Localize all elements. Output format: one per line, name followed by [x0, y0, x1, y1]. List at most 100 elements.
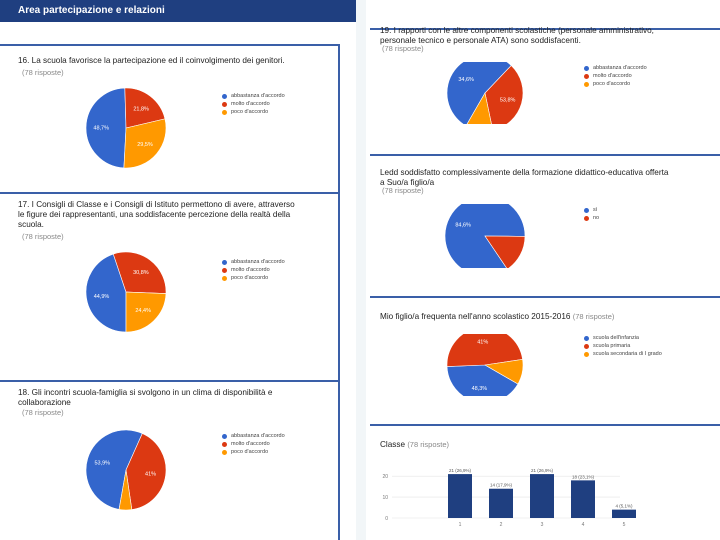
- x-tick-label: 5: [623, 522, 626, 528]
- left-panel: [0, 0, 356, 540]
- legend-item: poco d'accordo: [222, 274, 285, 282]
- pie-slice: [85, 88, 127, 168]
- pie-slice-label: 41%: [477, 340, 488, 346]
- pie-slice: [446, 364, 519, 396]
- bar-data-label: 18 (23,1%): [572, 474, 595, 479]
- divider-line: [370, 296, 720, 298]
- divider-line: [0, 192, 340, 194]
- pie-slice: [124, 88, 166, 129]
- x-tick-label: 1: [459, 522, 462, 528]
- x-tick-label: 4: [582, 522, 585, 528]
- question-title: Classe (78 risposte): [380, 440, 449, 449]
- legend: abbastanza d'accordo molto d'accordo poc…: [222, 432, 285, 456]
- divider-line: [338, 192, 340, 382]
- response-count: (78 risposte): [22, 232, 64, 241]
- pie-slice: [125, 291, 167, 332]
- legend: sì no: [584, 206, 599, 222]
- section-header: Area partecipazione e relazioni: [0, 0, 356, 22]
- pie-slice-label: 29,5%: [137, 142, 153, 148]
- legend-item: abbastanza d'accordo: [222, 92, 285, 100]
- pie-slice: [484, 65, 524, 124]
- divider-line: [0, 380, 340, 382]
- y-tick-label: 10: [382, 495, 388, 501]
- pie-slice: [484, 235, 526, 268]
- divider-line: [370, 154, 720, 156]
- divider-line: [338, 44, 340, 194]
- pie-slice-label: 21,8%: [133, 106, 149, 112]
- pie-slice-label: 24,4%: [135, 308, 151, 314]
- y-tick-label: 20: [382, 474, 388, 480]
- legend: scuola dell'infanzia scuola primaria scu…: [584, 334, 662, 358]
- legend-item: abbastanza d'accordo: [584, 64, 647, 72]
- legend-item: no: [584, 214, 599, 222]
- response-count: (78 risposte): [22, 68, 64, 77]
- pie-slice: [112, 252, 167, 294]
- bar-data-label: 4 (5,1%): [615, 504, 633, 509]
- pie-chart-soddisfatto: 84,6%: [444, 204, 526, 268]
- pie-slice: [125, 433, 167, 510]
- response-count: (78 risposte): [382, 186, 424, 195]
- pie-slice-label: 34,6%: [458, 77, 474, 83]
- pie-slice-label: 53,9%: [94, 461, 110, 467]
- question-title: 17. I Consigli di Classe e i Consigli di…: [18, 200, 295, 229]
- pie-chart-16: 48,7% 21,8% 29,5%: [85, 88, 167, 168]
- bar-data-label: 21 (26,9%): [449, 468, 472, 473]
- pie-slice: [85, 430, 143, 510]
- legend-item: scuola secondaria di I grado: [584, 350, 662, 358]
- bar: [530, 474, 554, 518]
- divider-line: [370, 28, 720, 30]
- legend-item: poco d'accordo: [584, 80, 647, 88]
- question-title: Ledd soddisfatto complessivamente della …: [380, 168, 669, 187]
- legend-item: molto d'accordo: [222, 100, 285, 108]
- pie-slice-label: 44,9%: [94, 294, 110, 300]
- pie-slice: [123, 118, 167, 168]
- panel-divider: [356, 0, 366, 540]
- legend-item: abbastanza d'accordo: [222, 432, 285, 440]
- legend: abbastanza d'accordo molto d'accordo poc…: [222, 258, 285, 282]
- pie-slice-label: 53,8%: [500, 97, 516, 103]
- response-count: (78 risposte): [22, 408, 64, 417]
- legend: abbastanza d'accordo molto d'accordo poc…: [584, 64, 647, 88]
- legend-item: molto d'accordo: [222, 440, 285, 448]
- pie-slice-label: 48,7%: [93, 126, 109, 132]
- bar: [571, 480, 595, 518]
- bar-data-label: 21 (26,9%): [531, 468, 554, 473]
- right-panel: [366, 0, 720, 540]
- legend-item: scuola dell'infanzia: [584, 334, 662, 342]
- pie-chart-18: 53,9% 41%: [85, 430, 167, 510]
- legend-item: poco d'accordo: [222, 108, 285, 116]
- legend-item: scuola primaria: [584, 342, 662, 350]
- legend-item: poco d'accordo: [222, 448, 285, 456]
- divider-line: [0, 44, 340, 46]
- pie-slice: [446, 334, 523, 367]
- bar: [448, 474, 472, 518]
- legend-item: molto d'accordo: [584, 72, 647, 80]
- divider-line: [338, 380, 340, 540]
- pie-slice-label: 41%: [145, 471, 156, 477]
- section-title: Area partecipazione e relazioni: [18, 5, 165, 16]
- pie-slice: [484, 359, 524, 385]
- pie-slice: [85, 253, 127, 332]
- x-tick-label: 2: [500, 522, 503, 528]
- legend: abbastanza d'accordo molto d'accordo poc…: [222, 92, 285, 116]
- question-title: 18. Gli incontri scuola-famiglia si svol…: [18, 388, 273, 407]
- pie-slice: [466, 92, 492, 124]
- question-title: 16. La scuola favorisce la partecipazion…: [18, 56, 285, 65]
- pie-chart-19: 34,6% 53,8%: [446, 62, 524, 124]
- pie-slice-label: 30,8%: [133, 270, 149, 276]
- bar: [489, 488, 513, 518]
- y-tick-label: 0: [385, 516, 388, 522]
- pie-slice: [446, 62, 512, 124]
- legend-item: sì: [584, 206, 599, 214]
- response-count: (78 risposte): [382, 44, 424, 53]
- question-title: Mio figlio/a frequenta nell'anno scolast…: [380, 312, 615, 321]
- legend-item: molto d'accordo: [222, 266, 285, 274]
- pie-slice: [118, 469, 133, 510]
- pie-chart-frequenza: 48,3% 41%: [446, 334, 524, 396]
- legend-item: abbastanza d'accordo: [222, 258, 285, 266]
- divider-line: [370, 424, 720, 426]
- x-tick-label: 3: [541, 522, 544, 528]
- pie-slice-label: 84,6%: [455, 222, 471, 228]
- pie-chart-17: 44,9% 30,8% 24,4%: [85, 252, 167, 332]
- bar: [612, 509, 636, 518]
